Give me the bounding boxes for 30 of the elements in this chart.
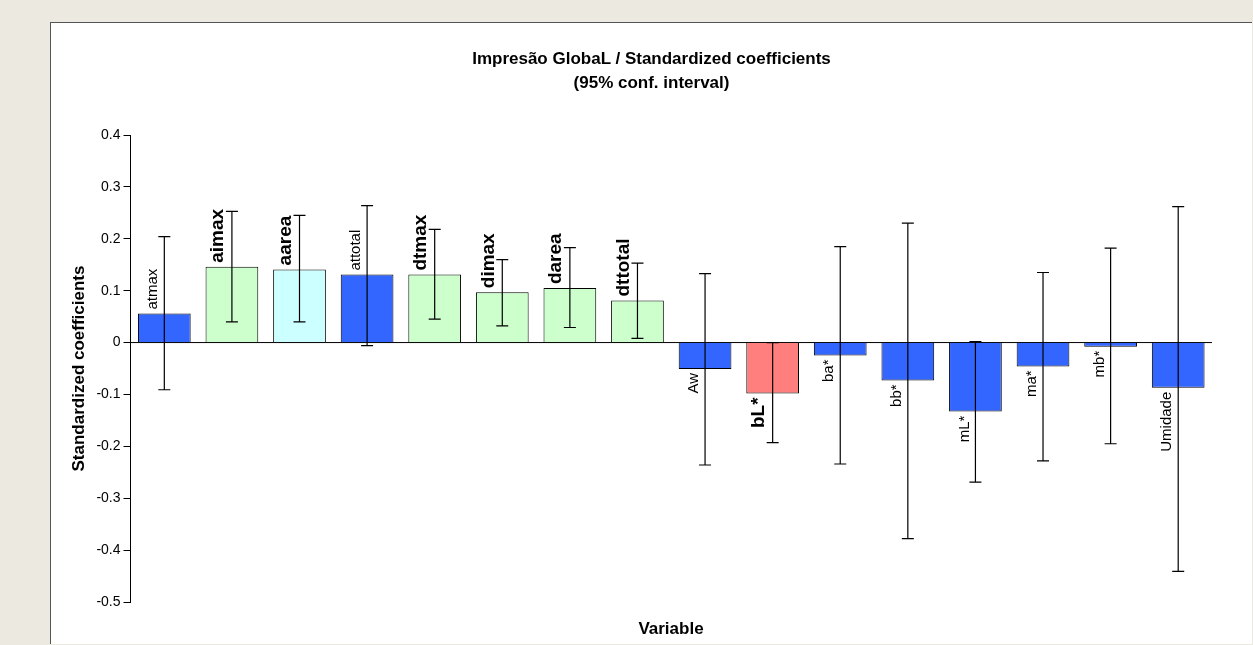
- x-tick-label: dimax: [476, 232, 498, 289]
- x-tick-label: aarea: [273, 215, 295, 266]
- y-tick-label: -0.5: [96, 592, 121, 609]
- y-tick-label: -0.4: [96, 540, 121, 557]
- x-tick-label: atmax: [143, 268, 161, 310]
- x-tick-label: bb*: [886, 384, 904, 407]
- x-tick-label: dttotal: [611, 238, 633, 297]
- x-axis-title: Variable: [637, 619, 705, 639]
- x-tick-label: Umidade: [1157, 391, 1175, 452]
- chart-subtitle: (95% conf. interval): [572, 72, 731, 94]
- x-tick-label: dtmax: [408, 214, 430, 271]
- y-tick-label: -0.3: [96, 489, 121, 506]
- x-tick-label: bL*: [746, 396, 768, 429]
- y-tick-label: 0.1: [101, 281, 121, 298]
- x-tick-label: ba*: [819, 359, 837, 383]
- chart-title: Impresão GlobaL / Standardized coefficients: [471, 48, 832, 70]
- x-tick-label: attotal: [346, 229, 364, 271]
- y-tick-label: 0: [112, 333, 121, 350]
- y-tick-label: -0.1: [96, 385, 121, 402]
- y-axis-title: Standardized coefficients: [68, 265, 88, 472]
- x-tick-label: aimax: [206, 208, 228, 263]
- y-tick-label: 0.2: [101, 229, 121, 246]
- x-tick-label: darea: [544, 232, 566, 285]
- y-tick-label: -0.2: [96, 437, 121, 454]
- y-tick-label: 0.3: [101, 177, 121, 194]
- x-tick-label: Aw: [684, 372, 702, 394]
- y-tick-label: 0.4: [101, 125, 121, 142]
- x-tick-label: mb*: [1089, 350, 1107, 378]
- x-tick-label: ma*: [1022, 370, 1040, 398]
- x-tick-label: mL*: [954, 415, 972, 443]
